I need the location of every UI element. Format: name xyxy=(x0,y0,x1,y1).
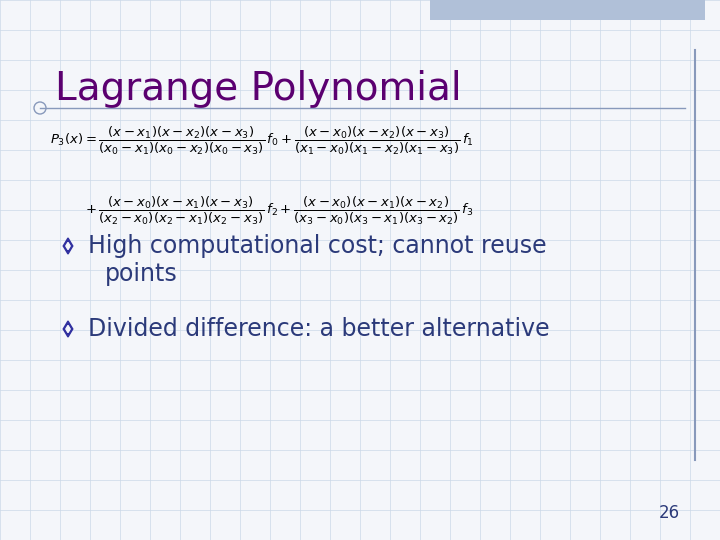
Text: $+\,\dfrac{(x-x_0)(x-x_1)(x-x_3)}{(x_2-x_0)(x_2-x_1)(x_2-x_3)}\,f_2 + \dfrac{(x-: $+\,\dfrac{(x-x_0)(x-x_1)(x-x_3)}{(x_2-x… xyxy=(85,195,474,227)
Bar xyxy=(430,0,705,20)
Text: Divided difference: a better alternative: Divided difference: a better alternative xyxy=(88,317,549,341)
Polygon shape xyxy=(63,321,73,337)
Polygon shape xyxy=(66,242,70,249)
Text: Lagrange Polynomial: Lagrange Polynomial xyxy=(55,70,462,108)
Text: points: points xyxy=(105,262,178,286)
Polygon shape xyxy=(63,238,73,254)
Polygon shape xyxy=(66,326,70,333)
Text: High computational cost; cannot reuse: High computational cost; cannot reuse xyxy=(88,234,546,258)
Text: 26: 26 xyxy=(659,504,680,522)
Text: $P_3(x) = \dfrac{(x-x_1)(x-x_2)(x-x_3)}{(x_0-x_1)(x_0-x_2)(x_0-x_3)}\,f_0 + \dfr: $P_3(x) = \dfrac{(x-x_1)(x-x_2)(x-x_3)}{… xyxy=(50,125,474,157)
